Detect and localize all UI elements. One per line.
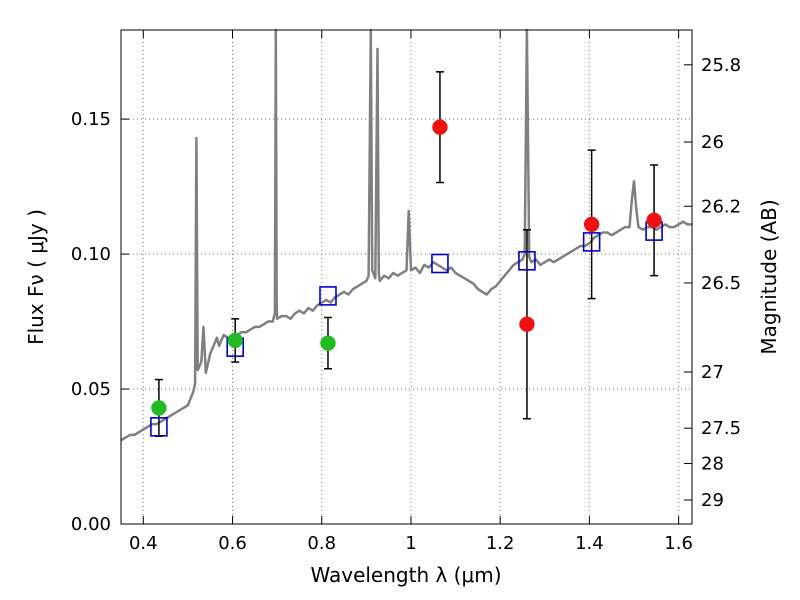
data-point [519,316,535,332]
y-tick-label: 0.05 [71,379,111,400]
spectrum-line [120,28,692,442]
x-tick-label: 0.6 [218,533,247,554]
x-tick-label: 1.4 [575,533,604,554]
x-tick-label: 1.2 [486,533,515,554]
right-tick-label: 25.8 [701,55,741,76]
right-tick-label: 27 [701,362,724,383]
model-spectrum [120,28,692,442]
x-tick-label: 0.4 [129,533,158,554]
right-axis-title: Magnitude (AB) [757,199,781,354]
y-tick-label: 0.00 [71,514,111,535]
model-point [582,232,601,252]
x-axis-title: Wavelength λ (μm) [310,563,501,587]
right-tick-label: 28 [701,454,724,475]
x-tick-label: 0.8 [307,533,336,554]
plot-frame [120,29,693,525]
right-tick-label: 27.5 [701,418,741,439]
model-point [431,253,449,274]
data-point [583,216,600,233]
data-markers [150,119,663,437]
y-tick-label: 0.10 [71,244,111,265]
y-axis-title: Flux Fν ( μJy ) [24,209,48,345]
right-tick-label: 26 [701,132,724,153]
y-tick-label: 0.15 [71,109,111,130]
x-tick-label: 1 [405,533,416,554]
model-point [319,286,337,306]
data-point [227,332,243,349]
axis-ticks: 0.4 0.6 0.8 1 1.2 1.4 1.6 0.00 0.05 0.10 0.15 25.8 2… [71,30,741,554]
right-tick-label: 29 [701,490,724,511]
data-point [320,335,336,351]
x-tick-label: 1.6 [664,533,693,554]
data-point [151,400,167,416]
model-point [518,251,536,271]
model-point [150,417,168,437]
data-point [432,119,448,135]
data-point [646,212,662,229]
right-tick-label: 26.2 [701,196,741,217]
right-tick-label: 26.5 [701,273,741,294]
